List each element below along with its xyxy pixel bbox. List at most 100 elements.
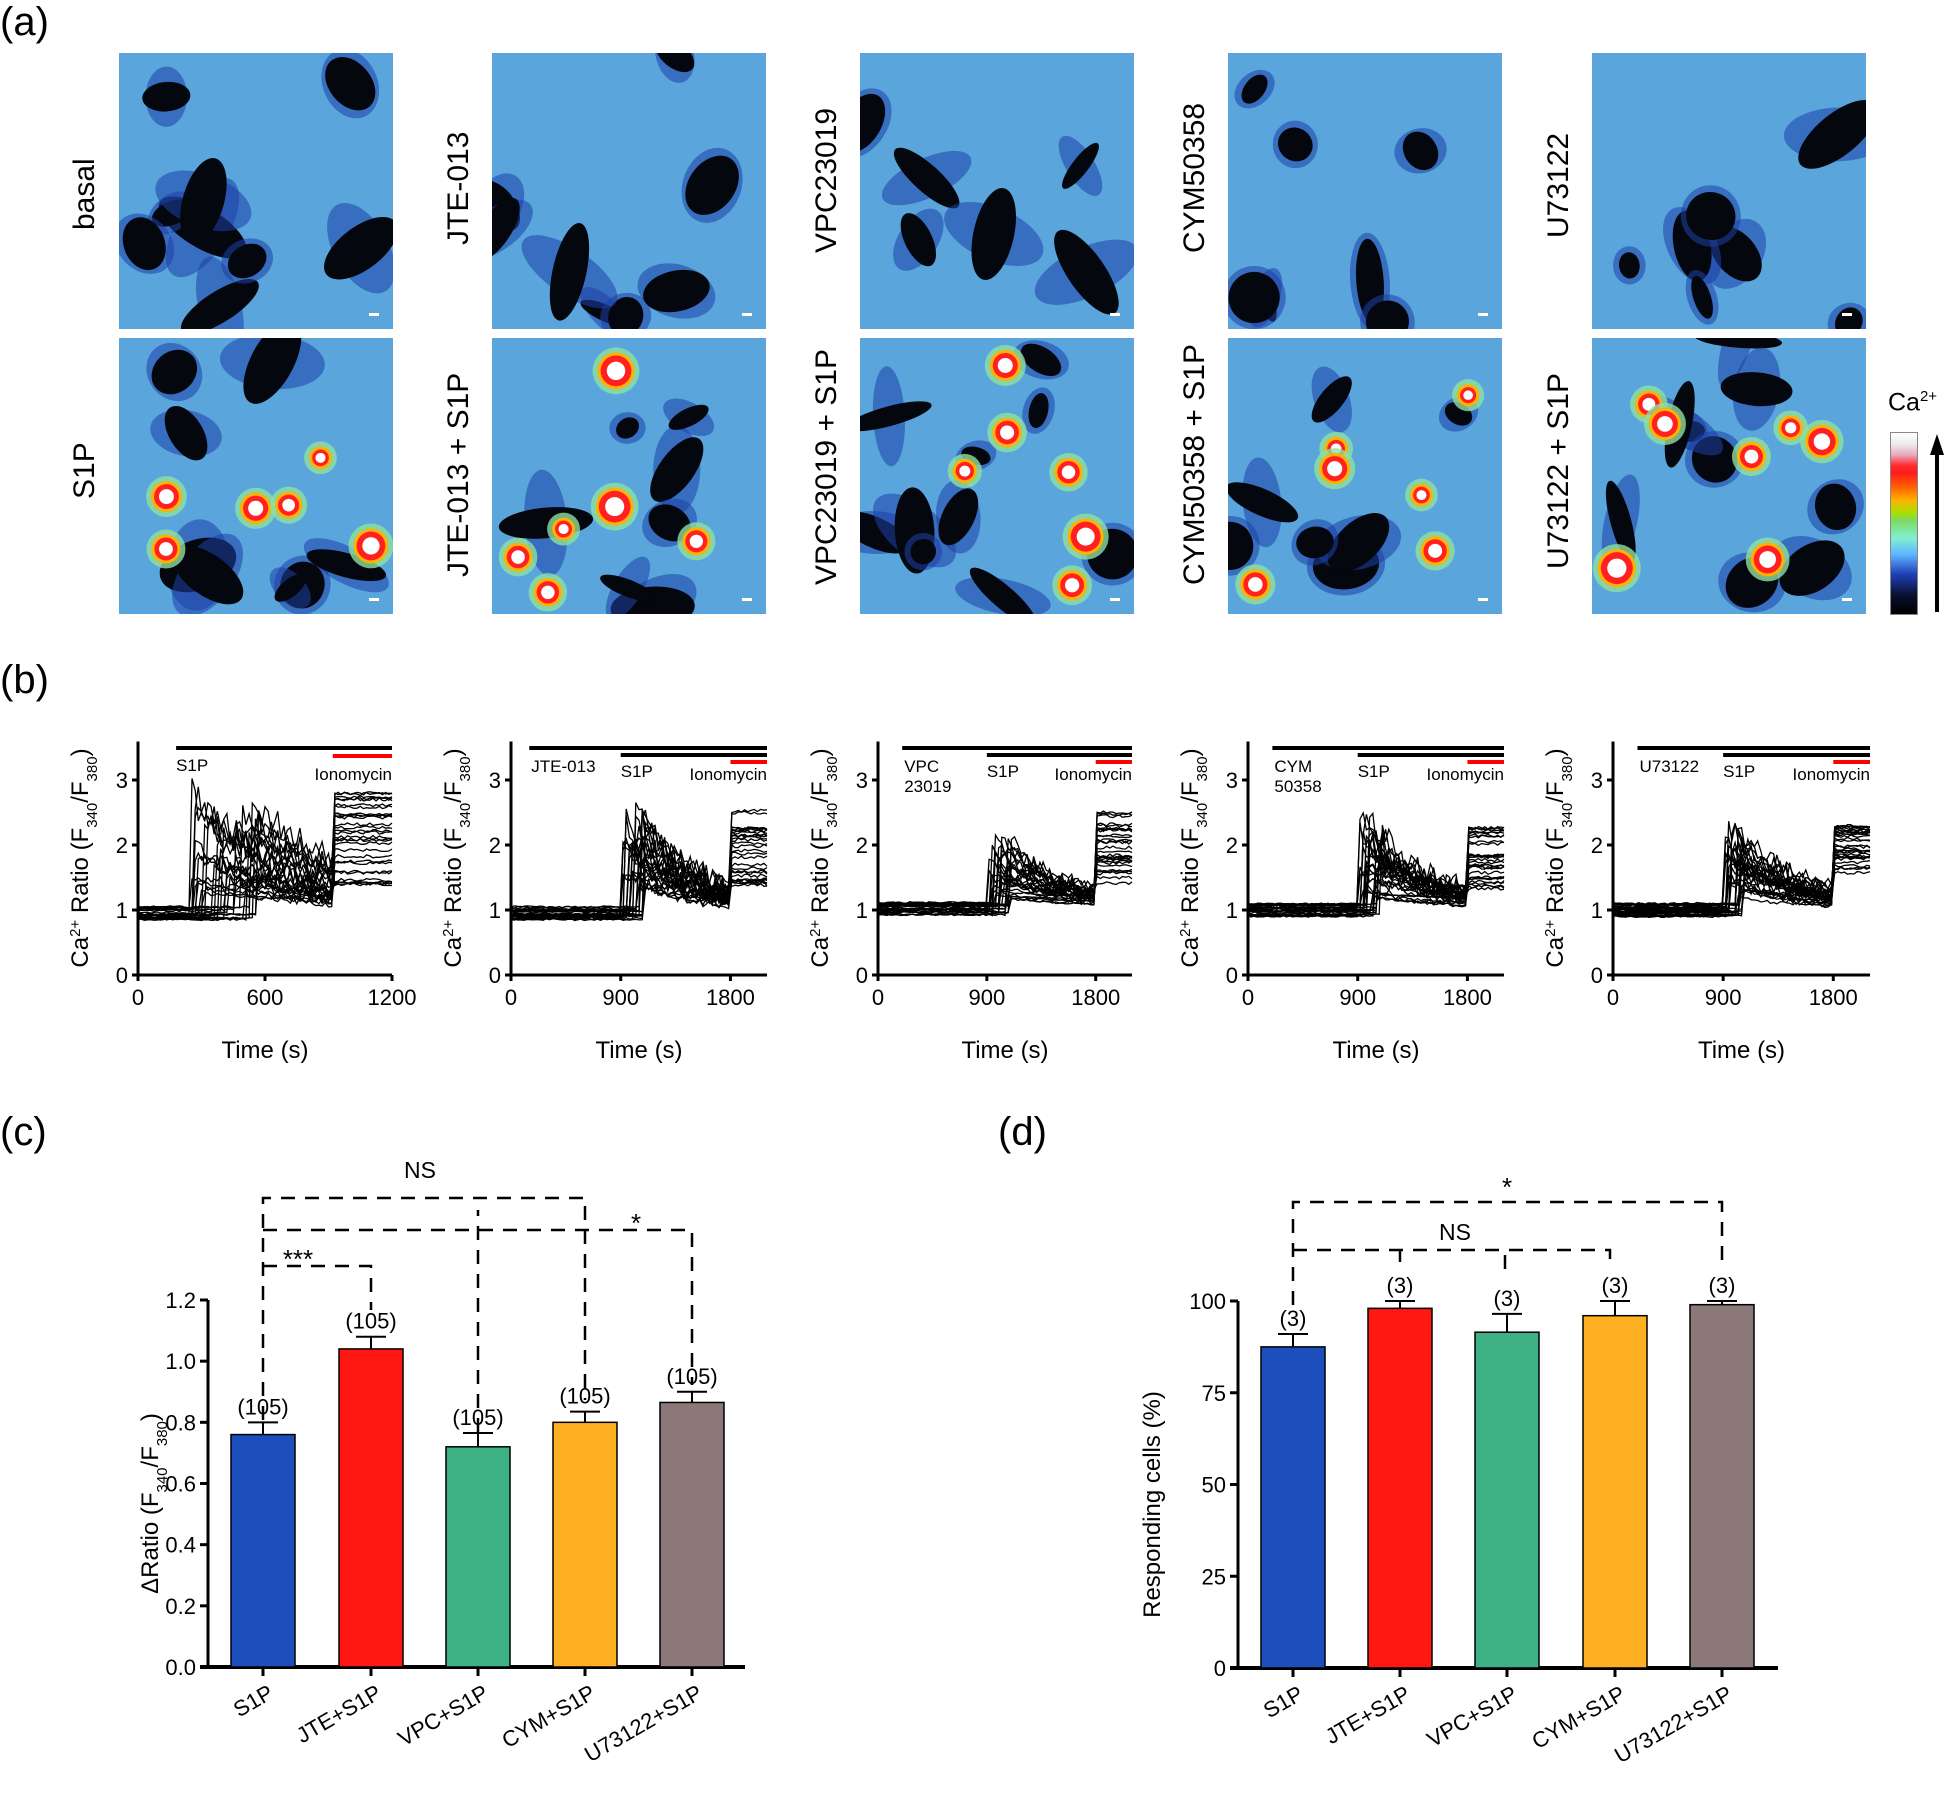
cell-dark	[971, 187, 1017, 280]
y-tick-label: 0.4	[165, 1533, 196, 1558]
cell-peak	[689, 534, 703, 548]
y-tick-label: 0.8	[165, 1410, 196, 1435]
cell-dark	[616, 417, 639, 439]
calcium-trace	[137, 820, 393, 912]
calcium-trace	[510, 828, 768, 919]
calcium-trace	[137, 839, 393, 917]
x-tick-label: U73122+S1P	[1610, 1681, 1736, 1768]
cell-dark	[1020, 343, 1062, 377]
treatment-label: U73122	[1639, 757, 1699, 776]
cell-dark	[324, 216, 393, 280]
panel-label-d: (d)	[998, 1110, 1047, 1154]
significance-label: NS	[404, 1157, 436, 1183]
cell-peak	[159, 489, 174, 505]
cell-dark	[164, 405, 208, 461]
scale-bar	[1842, 313, 1852, 316]
calcium-trace	[510, 830, 768, 911]
colorbar-label: Ca2+	[1888, 388, 1937, 417]
x-axis-title: Time (s)	[961, 1037, 1048, 1064]
n-label: (105)	[345, 1309, 396, 1334]
significance-bracket-star	[263, 1228, 694, 1385]
micrograph-post-1	[492, 338, 766, 614]
cell-dark	[608, 296, 644, 329]
micrograph-image	[1228, 53, 1502, 329]
y-tick-label: 1	[1226, 898, 1238, 923]
calcium-trace	[877, 826, 1133, 916]
scale-bar	[1478, 598, 1488, 601]
significance-label: *	[1502, 1172, 1512, 1202]
cell-dark	[1691, 276, 1713, 319]
cell-dark	[900, 213, 937, 267]
cell-peak	[959, 465, 971, 477]
x-tick-label: 0	[132, 985, 144, 1010]
treatment-label: 50358	[1274, 777, 1321, 796]
cell-dark	[1277, 127, 1313, 162]
scale-bar	[1110, 313, 1120, 316]
calcium-trace	[137, 802, 393, 921]
treatment-label: Ionomycin	[1793, 765, 1870, 784]
calcium-trace	[137, 827, 393, 913]
colorbar-label-text: Ca	[1888, 388, 1920, 417]
trace-plot-4: 0 1 2 3 0 900 1800 Time (s) Ca2+ Ratio (F340/F38…	[1177, 741, 1505, 1064]
cell-peak	[1065, 578, 1080, 593]
bar-chart-d: 0 25 50 75 100 Responding cells (%) (3) S1P (3) J…	[1139, 1172, 1778, 1768]
cell-dark	[1311, 376, 1352, 423]
bar	[445, 1446, 511, 1668]
significance-label: NS	[1439, 1219, 1471, 1245]
micrograph-post-0	[119, 338, 393, 614]
y-tick-label: 2	[1591, 833, 1603, 858]
scale-bar	[742, 598, 752, 601]
x-tick-label: JTE+S1P	[1321, 1681, 1415, 1749]
calcium-trace	[137, 834, 393, 910]
cell-dark	[1618, 252, 1640, 279]
y-axis-title: Ca2+ Ratio (F340/F380)	[440, 748, 474, 967]
cell-dark	[1228, 521, 1254, 570]
panel-label-b: (b)	[0, 658, 49, 702]
micrograph-image	[1592, 53, 1866, 329]
x-tick-label: 0	[1607, 985, 1619, 1010]
x-tick-label: 1800	[706, 985, 755, 1010]
scale-bar	[369, 313, 379, 316]
cell-dark	[306, 549, 387, 582]
micrograph-image	[860, 53, 1134, 329]
n-label: (3)	[1387, 1273, 1414, 1298]
cell-dark	[600, 574, 656, 602]
cell-dark	[1228, 482, 1299, 523]
y-tick-label: 3	[856, 768, 868, 793]
x-axis-title: Time (s)	[1698, 1037, 1785, 1064]
y-tick-label: 0.2	[165, 1594, 196, 1619]
cell-peak	[159, 542, 173, 556]
micrograph-image	[492, 338, 766, 614]
micrograph-image	[492, 53, 766, 329]
x-tick-label: 1800	[1071, 985, 1120, 1010]
bar	[1367, 1307, 1433, 1669]
calcium-trace	[1612, 854, 1871, 915]
micrograph-post-2	[860, 338, 1134, 614]
cell-dark	[227, 243, 267, 279]
treatment-label: VPC	[904, 757, 939, 776]
micrograph-image	[1228, 338, 1502, 614]
cell-peak	[1248, 577, 1263, 592]
calcium-trace	[877, 838, 1133, 905]
x-tick-label: 1200	[368, 985, 417, 1010]
cell-dark	[650, 437, 704, 503]
micrograph-pre-3	[1228, 53, 1502, 329]
x-tick-label: S1P	[229, 1680, 278, 1722]
bar	[552, 1421, 618, 1668]
cell-dark	[1241, 74, 1268, 104]
calcium-trace	[877, 849, 1133, 917]
cell-dark	[1296, 526, 1334, 559]
cell-peak	[1061, 465, 1076, 480]
significance-bracket-star	[1291, 1200, 1724, 1305]
x-tick-label: VPC+S1P	[394, 1680, 493, 1751]
cell-peak	[1416, 490, 1427, 501]
x-tick-label: 900	[1339, 985, 1376, 1010]
cell-peak	[1000, 425, 1015, 440]
calcium-trace	[1612, 836, 1871, 907]
cell-peak	[997, 357, 1013, 373]
cell-dark	[1834, 307, 1863, 329]
y-tick-label: 3	[1591, 768, 1603, 793]
cell-dark	[549, 222, 590, 321]
x-tick-label: 900	[602, 985, 639, 1010]
cell-dark	[685, 155, 739, 215]
